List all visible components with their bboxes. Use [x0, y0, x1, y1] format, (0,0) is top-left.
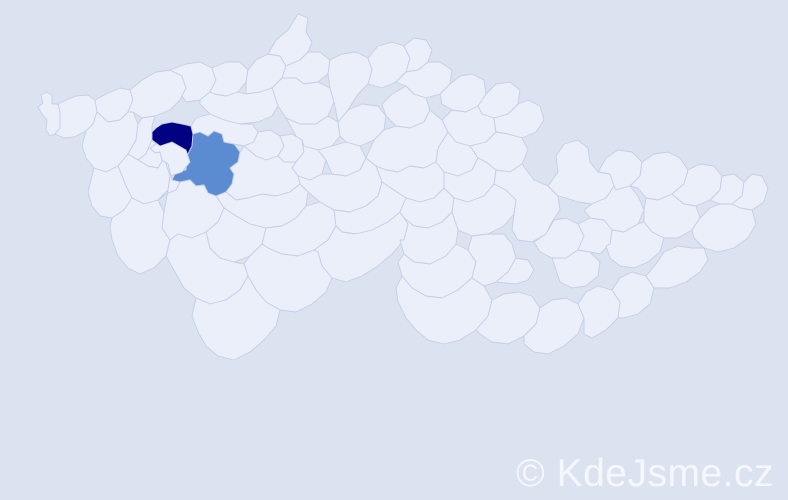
district-karlovy-vary[interactable]: [127, 69, 187, 119]
district-cesky-krumlov[interactable]: [191, 275, 281, 361]
district-rychnov[interactable]: [493, 99, 545, 139]
district-prerov[interactable]: [605, 221, 665, 269]
district-uherske-hradiste[interactable]: [577, 285, 621, 339]
district-karvina[interactable]: [731, 173, 769, 211]
district-zlin[interactable]: [611, 271, 655, 319]
district-svitavy[interactable]: [493, 163, 561, 243]
district-as[interactable]: [37, 91, 61, 137]
district-klatovy[interactable]: [109, 197, 171, 275]
district-brno-mesto[interactable]: [495, 257, 535, 285]
district-pisek[interactable]: [205, 207, 267, 263]
district-olomouc[interactable]: [583, 185, 645, 233]
district-litomerice[interactable]: [271, 77, 335, 125]
district-semily[interactable]: [395, 61, 453, 99]
district-frydek-mistek[interactable]: [691, 203, 757, 253]
district-most[interactable]: [209, 61, 249, 97]
district-vsetin[interactable]: [645, 245, 709, 289]
district-kladno[interactable]: [190, 113, 259, 147]
district-layer: [37, 13, 769, 361]
district-hodonin[interactable]: [523, 297, 585, 355]
district-decin[interactable]: [267, 13, 313, 67]
district-ceska-lipa[interactable]: [327, 51, 373, 123]
